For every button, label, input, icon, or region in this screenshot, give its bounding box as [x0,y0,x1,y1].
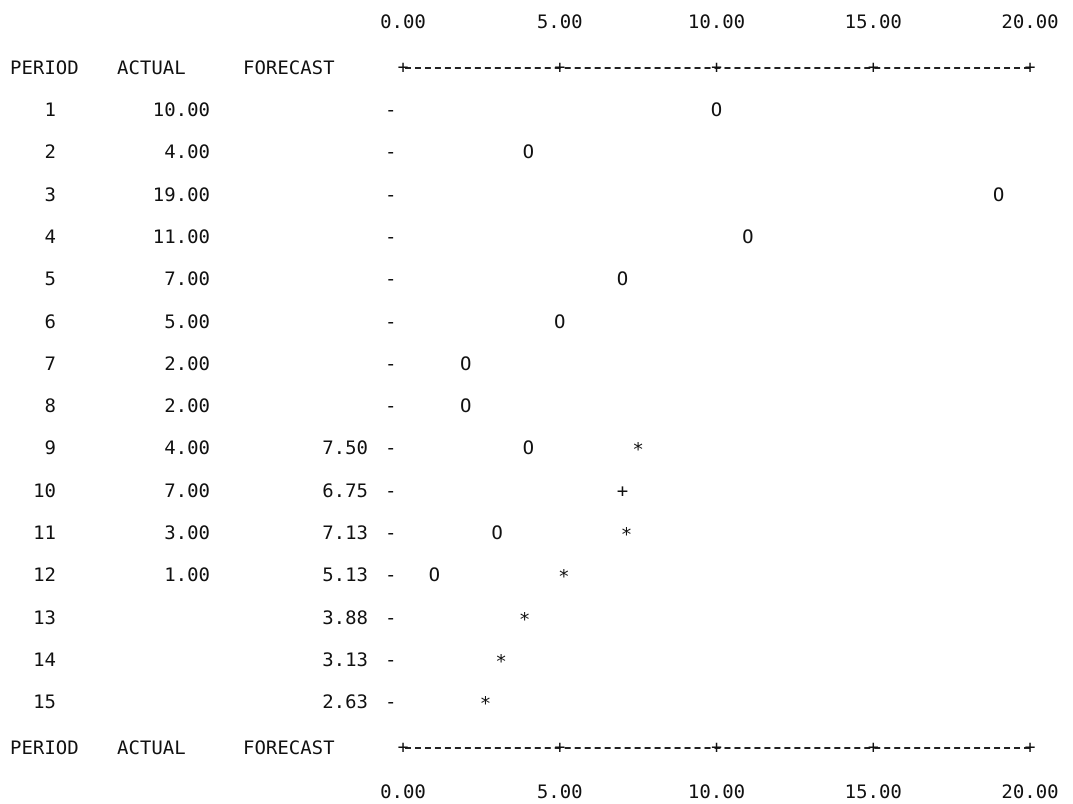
forecast-cell: 5.13 [322,564,368,586]
row-axis-marker: - [385,99,397,121]
actual-point: O [616,268,629,290]
forecast-cell: 7.50 [322,437,368,459]
row-axis-marker: - [385,480,397,502]
axis-tick-mark: + [1024,737,1036,758]
actual-point: O [710,99,723,121]
period-cell: 11 [33,522,56,544]
axis-tick-mark: + [397,57,409,78]
forecast-point: * [495,651,507,673]
tick-label: 10.00 [687,11,746,33]
row-axis-marker: - [385,141,397,163]
period-cell: 2 [44,141,56,163]
forecast-cell: 3.13 [322,649,368,671]
row-axis-marker: - [385,691,397,713]
period-cell: 9 [44,437,56,459]
actual-cell: 7.00 [164,480,210,502]
top-axis-line [405,67,1030,69]
axis-tick-mark: + [554,737,566,758]
row-axis-marker: - [385,564,397,586]
row-axis-marker: - [385,268,397,290]
period-header-top: PERIOD [10,57,79,79]
period-cell: 12 [33,564,56,586]
row-axis-marker: - [385,437,397,459]
row-axis-marker: - [385,184,397,206]
actual-point: O [459,353,472,375]
period-cell: 1 [44,99,56,121]
tick-label: 5.00 [536,11,583,33]
actual-point: O [491,522,503,544]
actual-cell: 10.00 [152,99,210,121]
period-cell: 8 [44,395,56,417]
tick-label: 20.00 [1001,781,1059,803]
row-axis-marker: - [385,649,397,671]
forecast-cell: 3.88 [322,607,368,629]
period-cell: 10 [33,480,56,502]
row-axis-marker: - [385,226,397,248]
actual-header-bottom: ACTUAL [117,737,186,759]
axis-tick-mark: + [867,737,879,758]
tick-label: 0.00 [380,11,426,33]
actual-cell: 19.00 [152,184,210,206]
tick-label: 5.00 [536,781,583,803]
period-cell: 6 [44,311,56,333]
actual-point: O [742,226,754,248]
actual-cell: 7.00 [164,268,210,290]
forecast-point: * [620,524,633,546]
forecast-cell: 7.13 [322,522,368,544]
tick-label: 15.00 [844,781,902,803]
actual-point: O [428,564,441,586]
period-cell: 7 [44,353,56,375]
period-cell: 5 [44,268,56,290]
axis-tick-mark: + [554,57,566,78]
row-axis-marker: - [385,522,397,544]
tick-label: 15.00 [844,11,902,33]
period-cell: 4 [44,226,56,248]
actual-cell: 3.00 [164,522,210,544]
period-header-bottom: PERIOD [10,737,79,759]
actual-header-top: ACTUAL [117,57,186,79]
forecast-cell: 2.63 [322,691,368,713]
actual-cell: 2.00 [164,395,210,417]
actual-point: O [459,395,472,417]
forecast-point: * [632,439,644,461]
actual-cell: 4.00 [164,141,210,163]
tick-label: 10.00 [687,781,746,803]
row-axis-marker: - [385,311,397,333]
axis-tick-mark: + [397,737,409,758]
row-axis-marker: - [385,395,397,417]
axis-tick-mark: + [1024,57,1036,78]
axis-tick-mark: + [867,57,879,78]
forecast-cell: 6.75 [322,480,368,502]
axis-tick-mark: + [711,57,722,78]
actual-cell: 1.00 [164,564,210,586]
forecast-header-top: FORECAST [243,57,335,79]
actual-cell: 2.00 [164,353,210,375]
period-cell: 15 [33,691,56,713]
tick-label: 0.00 [380,781,426,803]
actual-point: O [522,141,535,163]
actual-point: O [992,184,1005,206]
forecast-point: * [518,609,531,631]
actual-cell: 5.00 [164,311,210,333]
bottom-axis-line [405,747,1030,749]
tick-label: 20.00 [1001,11,1059,33]
actual-cell: 11.00 [152,226,210,248]
overlap-point: + [616,480,629,502]
axis-tick-mark: + [711,737,722,758]
period-cell: 14 [33,649,56,671]
forecast-header-bottom: FORECAST [243,737,335,759]
actual-cell: 4.00 [164,437,210,459]
actual-point: O [554,311,566,333]
period-cell: 13 [33,607,56,629]
row-axis-marker: - [385,353,397,375]
forecast-point: * [479,693,492,715]
actual-point: O [522,437,535,459]
period-cell: 3 [44,184,56,206]
forecast-point: * [558,566,570,588]
row-axis-marker: - [385,607,397,629]
